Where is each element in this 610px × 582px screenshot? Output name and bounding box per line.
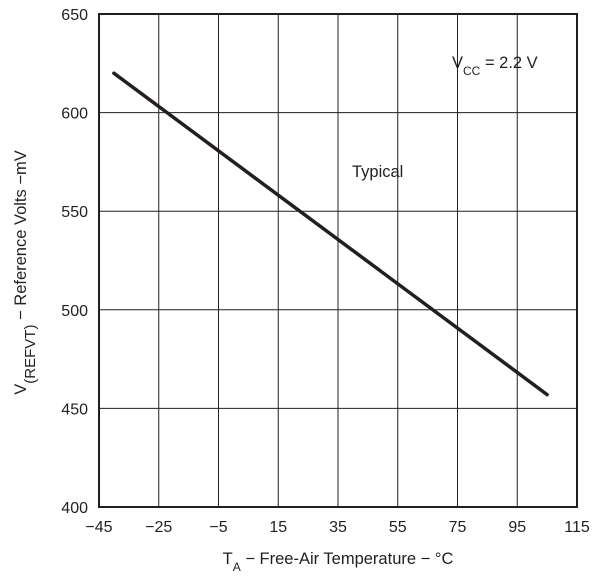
- x-tick-label: −25: [145, 519, 172, 536]
- x-axis-title-sub: A: [233, 560, 241, 574]
- typical-annotation: Typical: [352, 163, 403, 181]
- y-tick-label: 500: [61, 303, 88, 320]
- plot-frame: [98, 13, 578, 508]
- x-axis-title-rest: − Free-Air Temperature − °C: [241, 550, 454, 568]
- y-axis-title-main: V: [12, 384, 30, 395]
- x-tick-label: 115: [564, 519, 590, 536]
- x-tick-label: 55: [389, 519, 407, 536]
- y-tick-labels: 400 450 500 550 600 650: [61, 7, 88, 517]
- x-tick-label: 15: [269, 519, 287, 536]
- y-axis-title-rest: − Reference Volts −mV: [12, 150, 30, 324]
- y-tick-label: 650: [61, 7, 88, 24]
- y-tick-label: 450: [61, 401, 88, 418]
- y-tick-label: 400: [61, 500, 88, 517]
- y-axis-title-sub: (REFVT): [22, 325, 39, 384]
- condition-rest: = 2.2 V: [480, 54, 537, 72]
- x-tick-label: 75: [449, 519, 467, 536]
- series-layer: [112, 71, 549, 397]
- x-axis-title: TA − Free-Air Temperature − °C: [223, 550, 454, 574]
- x-tick-label: −45: [85, 519, 112, 536]
- series-line: [112, 71, 549, 397]
- x-tick-label: −5: [209, 519, 227, 536]
- y-axis-title: V(REFVT) − Reference Volts −mV: [12, 150, 39, 394]
- y-tick-label: 550: [61, 204, 88, 221]
- x-axis-title-main: T: [223, 550, 233, 568]
- x-tick-label: 35: [329, 519, 347, 536]
- condition-main: V: [452, 54, 463, 72]
- condition-sub: CC: [463, 64, 481, 78]
- y-tick-label: 600: [61, 106, 88, 123]
- grid: [99, 14, 577, 507]
- condition-annotation: VCC = 2.2 V: [452, 54, 538, 78]
- x-tick-label: 95: [508, 519, 526, 536]
- x-tick-labels: −45 −25 −5 15 35 55 75 95 115: [85, 519, 589, 536]
